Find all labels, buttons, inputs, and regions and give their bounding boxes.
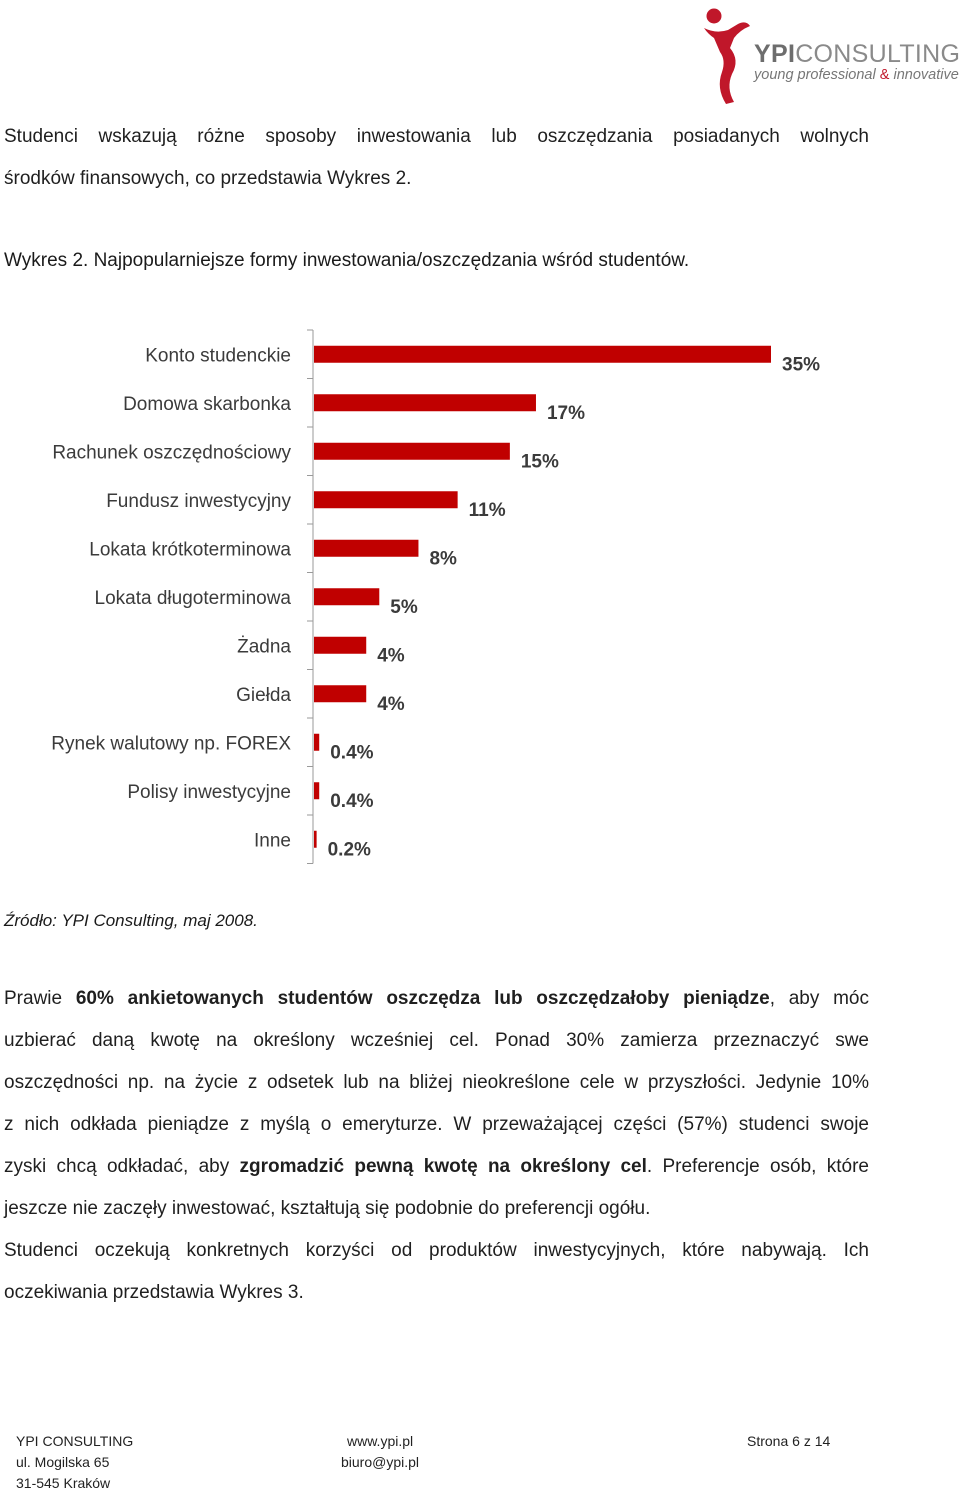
chart-category-label: Fundusz inwestycyjny (106, 491, 291, 512)
chart-category-label: Domowa skarbonka (123, 394, 291, 415)
footer-street: ul. Mogilska 65 (16, 1454, 110, 1470)
logo-tagline: young professional & innovative (754, 67, 959, 83)
chart-bar (314, 442, 510, 460)
chart-bar (314, 685, 367, 703)
chart-bar (314, 394, 536, 412)
chart-data-label: 4% (377, 694, 405, 715)
chart-data-label: 11% (469, 500, 506, 521)
body-line: Prawie 60% ankietowanych studentów oszcz… (4, 988, 869, 1009)
chart-bar (314, 345, 771, 363)
chart-bar (314, 491, 458, 509)
chart-category-label: Rachunek oszczędnościowy (52, 442, 291, 463)
logo-figure-icon (704, 8, 750, 104)
bar-chart: Konto studenckie 35% Domowa skarbonka 17% Ra… (51, 329, 820, 864)
body-line: z nich odkłada pieniądze z myślą o emery… (4, 1114, 869, 1135)
footer-email-link[interactable]: biuro@ypi.pl (341, 1454, 420, 1470)
chart-bar (314, 588, 380, 606)
chart-bar (314, 539, 419, 557)
chart-bar (314, 830, 317, 848)
chart-data-label: 8% (429, 548, 457, 569)
chart-data-label: 0.4% (330, 742, 373, 763)
logo-brand: YPICONSULTING (754, 40, 960, 68)
footer-website-link[interactable]: www.ypi.pl (347, 1433, 414, 1449)
body-line: zyski chcą odkładać, aby zgromadzić pewn… (4, 1156, 869, 1177)
chart-category-label: Rynek walutowy np. FOREX (51, 733, 291, 754)
body-line: Studenci oczekują konkretnych korzyści o… (4, 1240, 869, 1261)
body-line: oszczędności np. na życie z odsetek lub … (4, 1072, 869, 1093)
chart-category-label: Lokata krótkoterminowa (89, 539, 291, 560)
company-logo: YPICONSULTING young professional & innov… (700, 4, 960, 106)
chart-caption: Wykres 2. Najpopularniejsze formy inwest… (4, 250, 690, 271)
chart-data-label: 4% (377, 645, 405, 666)
chart-data-label: 15% (521, 451, 559, 472)
intro-line: Studenci wskazują różne sposoby inwestow… (4, 126, 869, 147)
chart-bar (314, 733, 320, 751)
chart-data-label: 17% (547, 403, 585, 424)
chart-category-label: Giełda (236, 685, 291, 706)
body-line: uzbierać daną kwotę na określony wcześni… (4, 1030, 869, 1051)
intro-line: środków finansowych, co przedstawia Wykr… (4, 168, 412, 189)
intro-paragraph: Studenci wskazują różne sposoby inwestow… (4, 124, 869, 204)
chart-category-label: Konto studenckie (145, 345, 291, 366)
footer-city: 31-545 Kraków (16, 1475, 111, 1491)
chart-bar (314, 782, 320, 800)
chart-data-label: 35% (782, 354, 820, 375)
body-paragraph: Prawie 60% ankietowanych studentów oszcz… (4, 986, 869, 1316)
chart-category-label: Lokata długoterminowa (95, 588, 292, 609)
chart-bar (314, 636, 367, 654)
footer-company: YPI CONSULTING (16, 1433, 134, 1449)
chart-data-label: 5% (390, 597, 418, 618)
chart-category-label: Polisy inwestycyjne (127, 782, 291, 803)
footer-page-number: Strona 6 z 14 (747, 1433, 831, 1449)
chart-category-label: Inne (254, 830, 291, 851)
body-line: jeszcze nie zaczęły inwestować, kształtu… (4, 1198, 651, 1219)
chart-category-label: Żadna (237, 636, 291, 657)
chart-data-label: 0.4% (330, 791, 373, 812)
body-line: oczekiwania przedstawia Wykres 3. (4, 1282, 304, 1303)
chart-data-label: 0.2% (328, 839, 371, 860)
chart-source: Źródło: YPI Consulting, maj 2008. (4, 911, 258, 930)
